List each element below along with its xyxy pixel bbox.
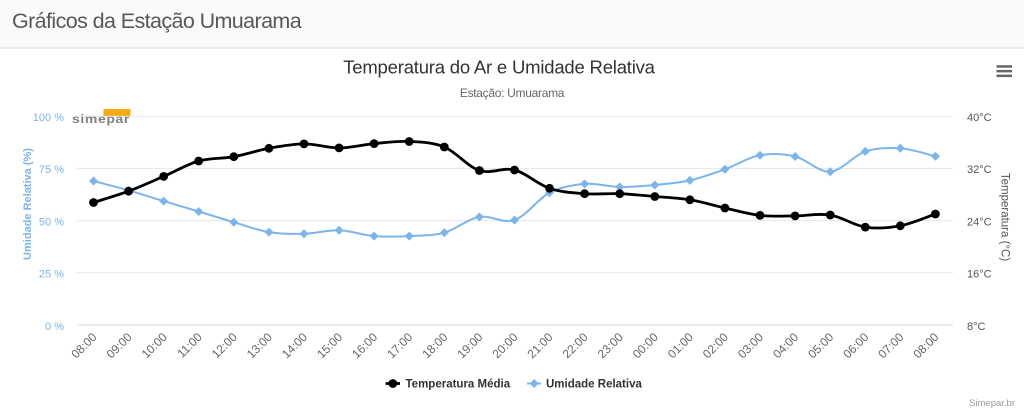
svg-text:10:00: 10:00 <box>139 330 170 361</box>
svg-text:Umidade Relativa (%): Umidade Relativa (%) <box>22 148 34 260</box>
svg-text:24°C: 24°C <box>967 216 992 228</box>
svg-text:21:00: 21:00 <box>524 330 555 361</box>
svg-text:75 %: 75 % <box>39 164 64 176</box>
svg-text:Temperatura Média: Temperatura Média <box>406 379 511 391</box>
svg-text:06:00: 06:00 <box>840 330 871 361</box>
svg-text:00:00: 00:00 <box>630 330 661 361</box>
svg-text:16:00: 16:00 <box>349 330 380 361</box>
svg-text:Umidade Relativa: Umidade Relativa <box>546 379 642 391</box>
svg-text:40°C: 40°C <box>967 112 992 124</box>
svg-text:Estação: Umuarama: Estação: Umuarama <box>460 86 565 100</box>
svg-text:Temperatura do Ar e Umidade Re: Temperatura do Ar e Umidade Relativa <box>343 57 655 78</box>
svg-text:04:00: 04:00 <box>770 330 801 361</box>
svg-text:08:00: 08:00 <box>68 330 99 361</box>
svg-text:23:00: 23:00 <box>595 330 626 361</box>
svg-text:Simepar.br: Simepar.br <box>969 398 1015 409</box>
svg-text:14:00: 14:00 <box>279 330 310 361</box>
svg-text:22:00: 22:00 <box>560 330 591 361</box>
svg-text:17:00: 17:00 <box>384 330 415 361</box>
svg-text:05:00: 05:00 <box>805 330 836 361</box>
svg-text:12:00: 12:00 <box>209 330 240 361</box>
svg-text:01:00: 01:00 <box>665 330 696 361</box>
svg-text:simepar: simepar <box>72 114 130 126</box>
svg-text:18:00: 18:00 <box>419 330 450 361</box>
svg-text:32°C: 32°C <box>967 164 992 176</box>
svg-text:8°C: 8°C <box>967 321 986 333</box>
svg-text:03:00: 03:00 <box>735 330 766 361</box>
svg-text:20:00: 20:00 <box>489 330 520 361</box>
svg-text:25 %: 25 % <box>39 269 64 281</box>
svg-text:08:00: 08:00 <box>910 330 941 361</box>
svg-text:100 %: 100 % <box>33 112 64 124</box>
svg-text:50 %: 50 % <box>39 216 64 228</box>
svg-text:07:00: 07:00 <box>875 330 906 361</box>
svg-text:02:00: 02:00 <box>700 330 731 361</box>
svg-text:0 %: 0 % <box>45 321 64 333</box>
svg-text:16°C: 16°C <box>967 269 992 281</box>
svg-text:09:00: 09:00 <box>104 330 135 361</box>
svg-text:13:00: 13:00 <box>244 330 275 361</box>
svg-text:11:00: 11:00 <box>174 330 205 361</box>
svg-text:19:00: 19:00 <box>454 330 485 361</box>
svg-text:15:00: 15:00 <box>314 330 345 361</box>
svg-text:Temperatura (°C): Temperatura (°C) <box>999 173 1011 261</box>
